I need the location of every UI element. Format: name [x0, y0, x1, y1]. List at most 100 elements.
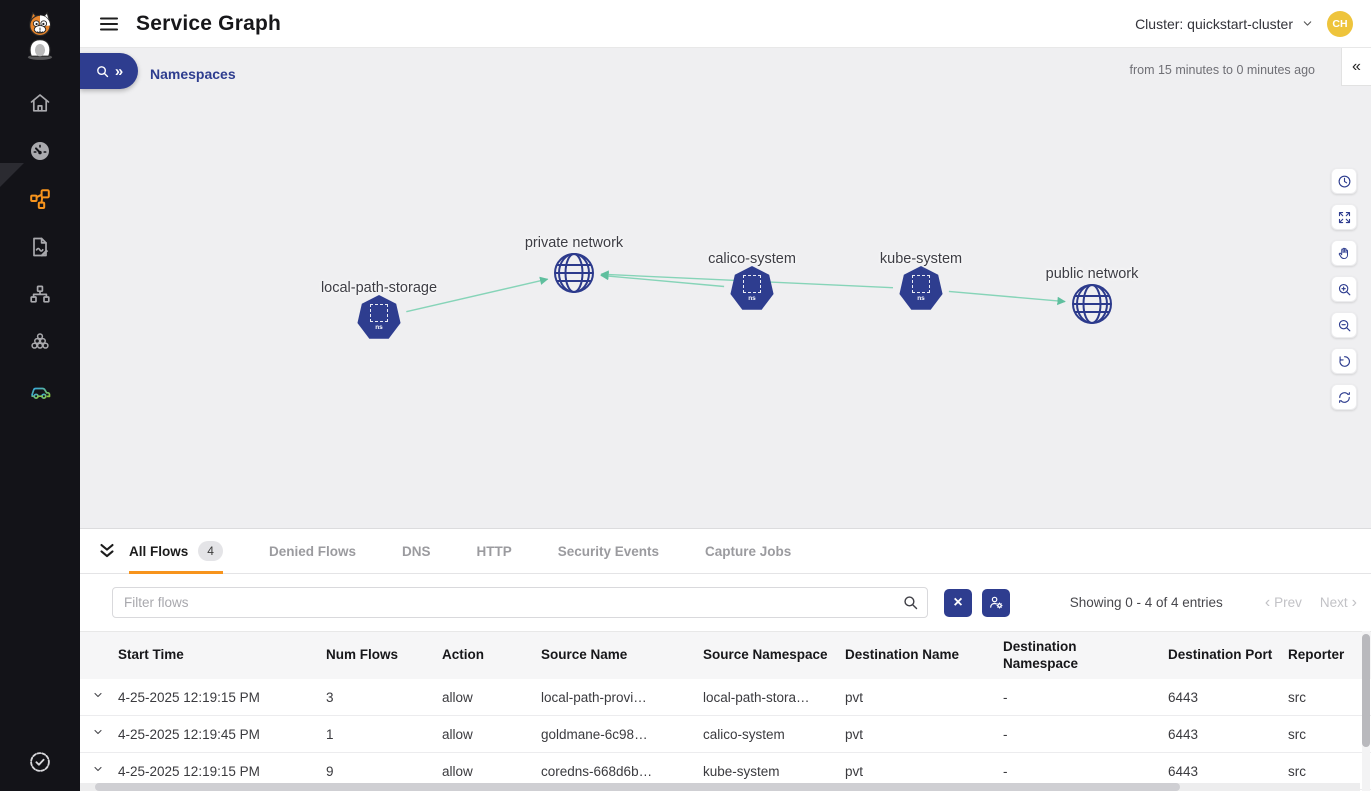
sidebar-item-cluster[interactable] — [0, 319, 80, 367]
sidebar-item-gauge[interactable] — [0, 127, 80, 175]
flow-log-settings-button[interactable] — [982, 588, 1010, 617]
cell: 4-25-2025 12:19:45 PM — [118, 726, 260, 742]
graph-node-private-network[interactable] — [552, 251, 596, 295]
cell: pvt — [845, 689, 864, 705]
graph-node-label-private-network[interactable]: private network — [524, 235, 624, 251]
table-row[interactable]: 4-25-2025 12:19:45 PM 1 allow goldmane-6c98… — [80, 716, 1371, 753]
badge-check-icon[interactable] — [27, 749, 53, 775]
column-header-action[interactable]: Action — [442, 647, 484, 663]
panel-collapse-double-chevron-down-icon[interactable] — [96, 540, 118, 562]
cell: - — [1003, 689, 1008, 705]
cell: 4-25-2025 12:19:15 PM — [118, 689, 260, 705]
calico-cat-logo — [18, 10, 62, 61]
row-expand-chevron-icon[interactable] — [92, 726, 104, 738]
sidebar-item-home[interactable] — [0, 79, 80, 127]
search-icon[interactable] — [902, 594, 919, 611]
graph-tool-zoom-in-button[interactable] — [1331, 276, 1357, 302]
cell: pvt — [845, 763, 864, 779]
cluster-icon — [28, 331, 52, 355]
graph-node-label-kube-system[interactable]: kube-system — [879, 251, 963, 267]
next-page-button[interactable]: Next › — [1319, 593, 1357, 611]
column-header-start-time[interactable]: Start Time — [118, 647, 184, 663]
search-icon — [96, 65, 109, 77]
graph-node-local-path-storage[interactable]: ns — [357, 295, 401, 341]
tab-security-events[interactable]: Security Events — [557, 543, 660, 559]
avatar[interactable]: CH — [1327, 10, 1353, 37]
column-header-destination-port[interactable]: Destination Port — [1168, 647, 1273, 663]
tab-count-badge: 4 — [198, 541, 223, 561]
graph-tool-fit-screen-button[interactable] — [1331, 204, 1357, 230]
cell: 4-25-2025 12:19:15 PM — [118, 763, 260, 779]
graph-search-button[interactable]: » — [80, 53, 138, 89]
column-header-source-namespace[interactable]: Source Namespace — [703, 647, 828, 663]
row-expand-chevron-icon[interactable] — [92, 763, 104, 775]
cell: 1 — [326, 726, 334, 742]
column-header-destination-namespace[interactable]: Destination Namespace — [1003, 638, 1079, 671]
clear-filter-button[interactable]: × — [944, 588, 972, 617]
filter-flows-input[interactable] — [112, 587, 928, 618]
tab-capture-jobs[interactable]: Capture Jobs — [705, 543, 792, 559]
cell: 9 — [326, 763, 334, 779]
graph-node-label-local-path-storage[interactable]: local-path-storage — [320, 280, 438, 296]
cell: allow — [442, 726, 473, 742]
graph-tool-zoom-out-button[interactable] — [1331, 312, 1357, 338]
vertical-scrollbar-thumb[interactable] — [1362, 634, 1370, 747]
tab-http[interactable]: HTTP — [476, 543, 512, 559]
cluster-selector[interactable]: Cluster: quickstart-cluster — [1135, 16, 1313, 32]
tab-all-flows[interactable]: All Flows 4 — [129, 529, 223, 574]
cell: kube-system — [703, 763, 780, 779]
graph-edges — [406, 270, 1066, 313]
cell: 3 — [326, 689, 334, 705]
cell: src — [1288, 689, 1306, 705]
graph-tool-undo-button[interactable] — [1331, 348, 1357, 374]
sidebar-item-policy-editor[interactable] — [0, 223, 80, 271]
close-icon: × — [953, 593, 963, 611]
graph-node-label-public-network[interactable]: public network — [1045, 266, 1139, 282]
cell: src — [1288, 763, 1306, 779]
top-header: Service Graph Cluster: quickstart-cluste… — [80, 0, 1371, 48]
sidebar-item-sitemap[interactable] — [0, 271, 80, 319]
graph-node-calico-system[interactable]: ns — [730, 266, 774, 312]
service-graph-icon — [28, 187, 52, 211]
time-icon — [1337, 174, 1352, 189]
cell: local-path-provi… — [541, 689, 647, 705]
cell: coredns-668d6b… — [541, 763, 653, 779]
graph-node-label-calico-system[interactable]: calico-system — [708, 251, 796, 267]
chevron-left-icon: ‹ — [1264, 593, 1271, 611]
cell: 6443 — [1168, 763, 1199, 779]
graph-tool-refresh-button[interactable] — [1331, 384, 1357, 410]
page-title: Service Graph — [136, 11, 282, 35]
tab-denied-flows[interactable]: Denied Flows — [268, 543, 356, 559]
cell: calico-system — [703, 726, 785, 742]
column-header-reporter[interactable]: Reporter — [1288, 647, 1345, 663]
service-graph-canvas: local-path-storage ns private network cali… — [80, 48, 1371, 528]
network-globe-icon — [554, 253, 594, 293]
cell: allow — [442, 689, 473, 705]
graph-node-public-network[interactable] — [1070, 282, 1114, 326]
fit-screen-icon — [1337, 210, 1352, 225]
graph-node-kube-system[interactable]: ns — [899, 266, 943, 312]
sidebar-item-car[interactable] — [0, 367, 80, 415]
column-header-destination-name[interactable]: Destination Name — [845, 647, 960, 663]
hamburger-menu-icon[interactable] — [97, 12, 121, 36]
cell: src — [1288, 726, 1306, 742]
home-icon — [28, 91, 52, 115]
right-panel-collapse-button[interactable]: « — [1341, 48, 1371, 86]
row-expand-chevron-icon[interactable] — [92, 689, 104, 701]
cluster-selector-label: Cluster: quickstart-cluster — [1135, 15, 1293, 32]
column-header-source-name[interactable]: Source Name — [541, 647, 628, 663]
sidebar-item-service-graph[interactable] — [0, 162, 80, 223]
graph-tool-pan-button[interactable] — [1331, 240, 1357, 266]
cell: - — [1003, 726, 1008, 742]
horizontal-scrollbar — [80, 783, 1360, 791]
breadcrumb-namespaces[interactable]: Namespaces — [150, 66, 236, 82]
chevron-down-icon — [1303, 21, 1312, 26]
cell: 6443 — [1168, 726, 1199, 742]
graph-tool-time-button[interactable] — [1331, 168, 1357, 194]
tab-dns[interactable]: DNS — [401, 543, 431, 559]
table-row[interactable]: 4-25-2025 12:19:15 PM 3 allow local-path-pr… — [80, 679, 1371, 716]
prev-page-button[interactable]: ‹ Prev — [1264, 593, 1302, 611]
column-header-num-flows[interactable]: Num Flows — [326, 647, 399, 663]
time-range-label: from 15 minutes to 0 minutes ago — [1129, 63, 1315, 77]
horizontal-scrollbar-thumb[interactable] — [95, 783, 1180, 791]
